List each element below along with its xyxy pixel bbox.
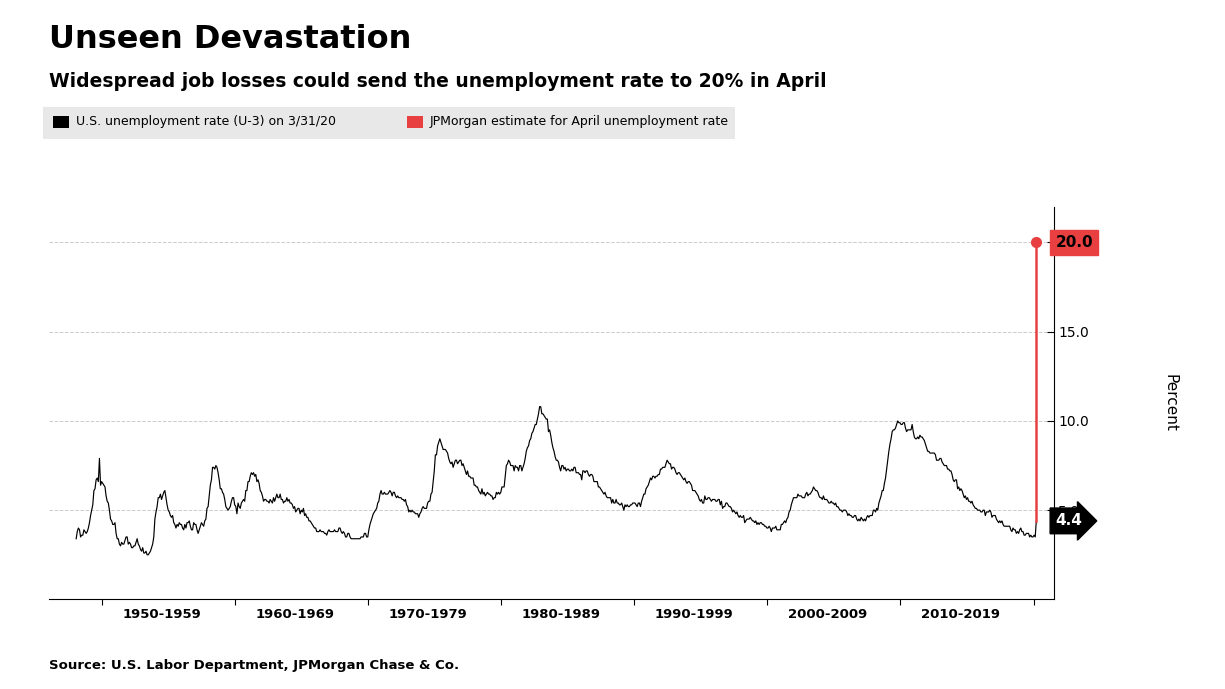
Text: 4.4: 4.4 bbox=[1056, 513, 1083, 528]
Text: Source: U.S. Labor Department, JPMorgan Chase & Co.: Source: U.S. Labor Department, JPMorgan … bbox=[49, 659, 459, 672]
Text: Widespread job losses could send the unemployment rate to 20% in April: Widespread job losses could send the une… bbox=[49, 72, 827, 92]
Text: JPMorgan estimate for April unemployment rate: JPMorgan estimate for April unemployment… bbox=[430, 116, 729, 128]
Text: U.S. unemployment rate (U-3) on 3/31/20: U.S. unemployment rate (U-3) on 3/31/20 bbox=[76, 116, 336, 128]
Text: Percent: Percent bbox=[1163, 374, 1177, 432]
Text: 20.0: 20.0 bbox=[1056, 235, 1093, 250]
Text: Unseen Devastation: Unseen Devastation bbox=[49, 24, 412, 55]
